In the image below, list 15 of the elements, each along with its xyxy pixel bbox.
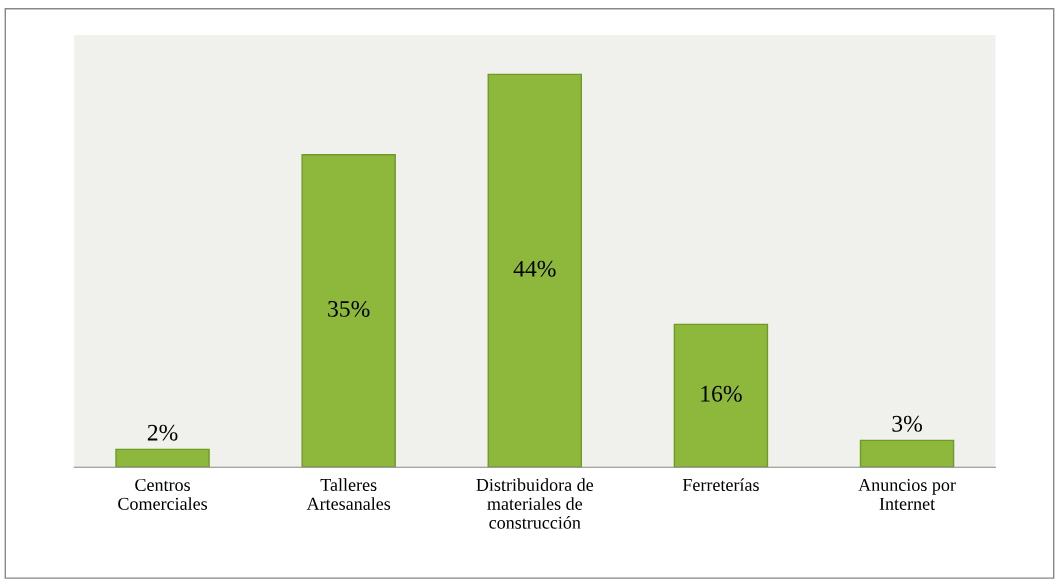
bar	[115, 448, 210, 468]
data-label: 44%	[513, 260, 556, 277]
x-tick-label: Distribuidora de materiales de construcción	[476, 478, 594, 529]
bar	[487, 73, 583, 468]
bar	[673, 323, 769, 468]
data-label: 2%	[147, 424, 178, 441]
data-label: 16%	[701, 385, 742, 402]
data-label: 35%	[328, 300, 370, 317]
x-tick-label: Anuncios por Internet	[858, 478, 956, 510]
x-tick-label: Ferreterías	[682, 478, 759, 492]
data-label: 3%	[892, 415, 922, 432]
x-tick-label: Centros Comerciales	[118, 478, 208, 510]
bar	[301, 153, 396, 468]
x-tick-label: Talleres Artesanales	[306, 478, 391, 510]
bar	[859, 439, 955, 468]
